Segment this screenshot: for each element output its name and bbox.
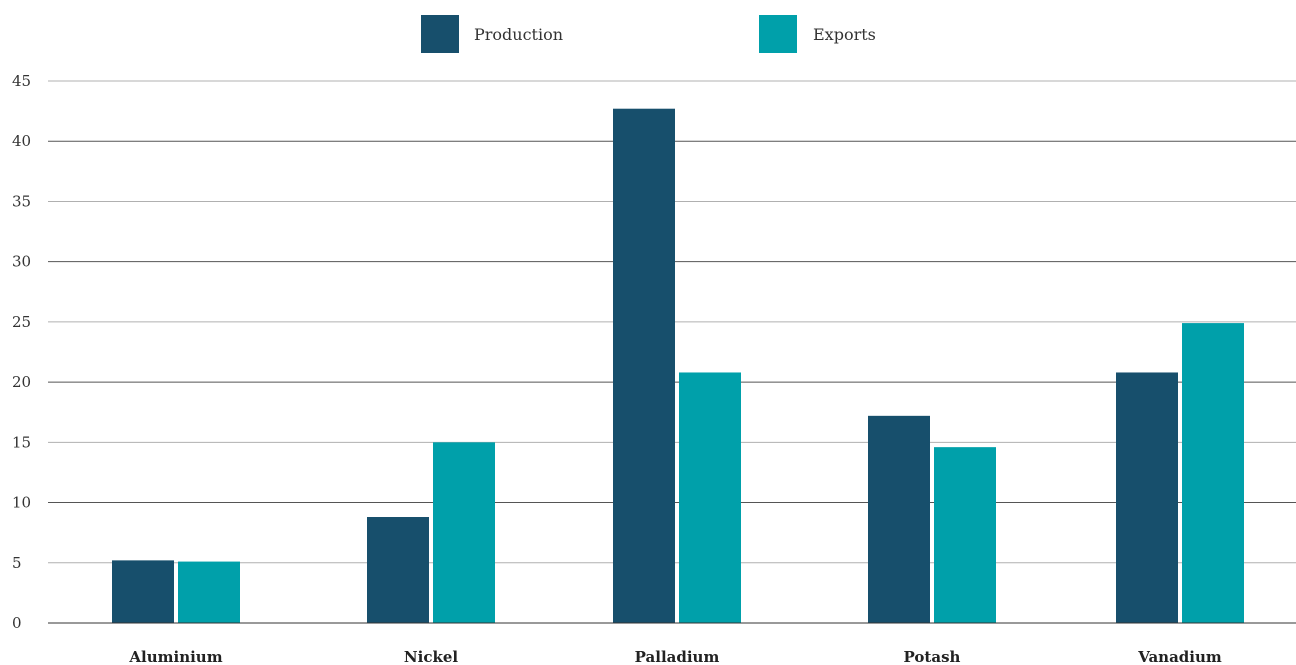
x-category-label: Nickel bbox=[404, 648, 458, 665]
bar-exports-vanadium bbox=[1182, 323, 1244, 623]
y-tick-label: 10 bbox=[12, 494, 31, 512]
y-tick-label: 15 bbox=[12, 433, 31, 451]
y-tick-label: 45 bbox=[12, 72, 31, 90]
x-category-label: Vanadium bbox=[1137, 648, 1222, 665]
bar-exports-palladium bbox=[679, 372, 741, 623]
legend-label-exports: Exports bbox=[813, 25, 876, 44]
x-category-label: Aluminium bbox=[128, 648, 222, 665]
y-tick-label: 25 bbox=[12, 313, 31, 331]
x-category-label: Palladium bbox=[635, 648, 720, 665]
y-axis: 0 5 10 15 20 25 30 35 40 45 bbox=[12, 72, 31, 632]
y-tick-label: 5 bbox=[12, 554, 22, 572]
y-tick-label: 40 bbox=[12, 132, 31, 150]
bar-production-potash bbox=[868, 415, 930, 623]
bar-production-aluminium bbox=[112, 560, 174, 623]
bar-exports-potash bbox=[934, 447, 996, 623]
bars bbox=[112, 108, 1244, 624]
bar-exports-nickel bbox=[433, 442, 495, 623]
x-axis: Aluminium Nickel Palladium Potash Vanadium bbox=[48, 622, 1296, 665]
y-tick-label: 20 bbox=[12, 373, 31, 391]
bar-production-vanadium bbox=[1116, 372, 1178, 623]
bar-production-palladium bbox=[613, 108, 675, 624]
bar-production-nickel bbox=[367, 517, 429, 623]
legend-label-production: Production bbox=[474, 25, 563, 44]
x-category-label: Potash bbox=[904, 648, 961, 665]
y-tick-label: 0 bbox=[12, 614, 22, 632]
legend: Production Exports bbox=[421, 15, 876, 53]
legend-swatch-exports bbox=[759, 15, 797, 53]
y-tick-label: 30 bbox=[12, 253, 31, 271]
bar-exports-aluminium bbox=[178, 561, 240, 623]
y-tick-label: 35 bbox=[12, 192, 31, 210]
legend-swatch-production bbox=[421, 15, 459, 53]
